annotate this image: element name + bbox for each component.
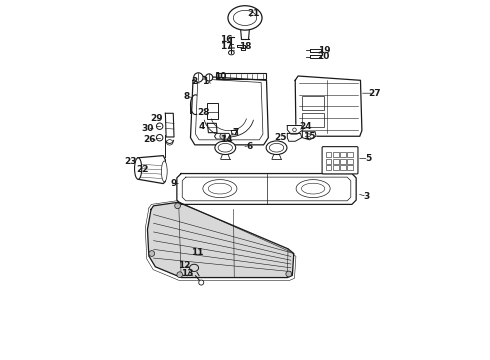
Ellipse shape — [161, 161, 167, 182]
Circle shape — [205, 74, 213, 81]
Text: 3: 3 — [364, 192, 370, 201]
Text: 13: 13 — [181, 269, 193, 278]
Text: 30: 30 — [141, 123, 154, 132]
Text: 25: 25 — [274, 133, 287, 142]
Circle shape — [149, 251, 155, 256]
Text: 28: 28 — [197, 108, 210, 117]
Text: 22: 22 — [137, 166, 149, 175]
Text: 19: 19 — [318, 46, 330, 55]
Circle shape — [220, 134, 225, 139]
Text: 6: 6 — [246, 142, 252, 151]
Polygon shape — [287, 126, 303, 134]
Text: 16: 16 — [220, 35, 233, 44]
Text: 26: 26 — [144, 135, 156, 144]
Polygon shape — [191, 76, 269, 145]
Circle shape — [175, 203, 180, 209]
Text: 20: 20 — [318, 52, 330, 61]
Text: 12: 12 — [178, 261, 190, 270]
Polygon shape — [215, 134, 231, 139]
Text: 14: 14 — [220, 135, 233, 144]
Text: 9: 9 — [170, 179, 176, 188]
Polygon shape — [295, 76, 362, 136]
Text: 29: 29 — [150, 114, 162, 123]
Polygon shape — [138, 156, 166, 184]
Text: 7: 7 — [233, 128, 239, 137]
Circle shape — [156, 134, 163, 141]
Text: 4: 4 — [199, 122, 205, 131]
Text: 24: 24 — [299, 122, 312, 131]
Text: 27: 27 — [368, 89, 380, 98]
Polygon shape — [166, 113, 174, 137]
Text: 5: 5 — [366, 154, 372, 163]
Text: 10: 10 — [215, 72, 227, 81]
Circle shape — [199, 280, 204, 285]
Ellipse shape — [215, 141, 236, 154]
Text: 2: 2 — [191, 77, 197, 86]
Polygon shape — [302, 131, 316, 140]
Text: 11: 11 — [192, 248, 204, 257]
Circle shape — [194, 73, 203, 82]
Text: 17: 17 — [220, 42, 233, 51]
Text: 23: 23 — [125, 157, 137, 166]
Text: 15: 15 — [303, 132, 316, 141]
Text: 1: 1 — [202, 77, 209, 86]
Text: 21: 21 — [248, 9, 260, 18]
FancyBboxPatch shape — [322, 147, 358, 174]
Circle shape — [286, 271, 292, 277]
Polygon shape — [177, 174, 356, 204]
Text: 8: 8 — [184, 91, 190, 100]
Text: 18: 18 — [240, 42, 252, 51]
Ellipse shape — [266, 141, 287, 154]
Polygon shape — [287, 134, 302, 141]
Ellipse shape — [135, 158, 142, 179]
Circle shape — [177, 272, 183, 278]
Polygon shape — [147, 202, 294, 278]
Circle shape — [156, 123, 163, 130]
